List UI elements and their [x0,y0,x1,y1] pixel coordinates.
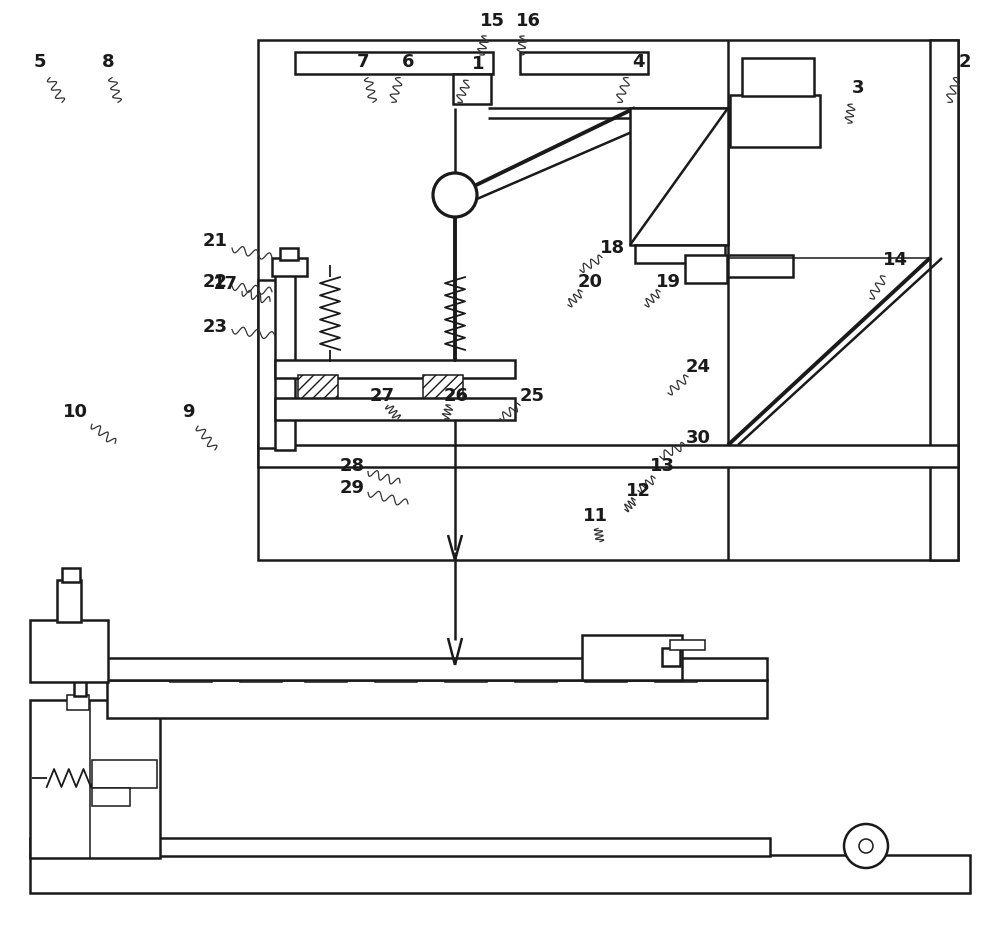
Bar [62,568,80,582]
Bar [453,74,491,104]
Bar [730,95,820,147]
Bar [275,398,515,420]
Bar [240,660,282,682]
Bar [258,280,280,448]
Text: 19: 19 [656,273,680,292]
Text: 30: 30 [686,428,710,447]
Bar [107,680,767,718]
Text: 23: 23 [202,317,228,336]
Text: 3: 3 [852,79,864,98]
Bar [520,52,648,74]
Bar [685,255,727,283]
Text: 24: 24 [686,358,710,377]
Bar [30,700,160,858]
Text: 7: 7 [357,52,369,71]
Text: 15: 15 [480,11,505,30]
Bar [67,695,89,710]
Bar [92,788,130,806]
Text: 25: 25 [520,386,544,405]
Bar [305,660,347,682]
Bar [662,648,680,666]
Bar [30,855,970,893]
Bar [272,258,307,276]
Text: 12: 12 [626,481,650,500]
Bar [295,52,493,74]
Text: 4: 4 [632,52,644,71]
Bar [57,580,81,622]
Circle shape [433,173,477,217]
Text: 5: 5 [34,52,46,71]
Text: 1: 1 [472,55,484,74]
Bar [742,58,814,96]
Bar [170,660,212,682]
Bar [258,40,958,560]
Text: 9: 9 [182,402,194,421]
Bar [635,245,725,263]
Text: 17: 17 [212,275,238,294]
Bar [515,660,557,682]
Bar [655,660,697,682]
Bar [275,265,295,450]
Text: 26: 26 [444,386,468,405]
Bar [258,445,958,467]
Text: 27: 27 [370,386,394,405]
Bar [582,635,682,680]
Bar [375,660,417,682]
Bar [423,375,463,400]
Text: 8: 8 [102,52,114,71]
Bar [30,838,770,856]
Text: 10: 10 [62,402,88,421]
Bar [30,620,108,682]
Bar [280,248,298,260]
Bar [298,375,338,400]
Polygon shape [630,108,728,245]
Text: 20: 20 [578,273,602,292]
Bar [728,255,793,277]
Text: 13: 13 [650,456,674,475]
Bar [92,760,157,788]
Circle shape [859,839,873,853]
Text: 14: 14 [883,251,908,270]
Bar [585,660,627,682]
Text: 2: 2 [959,52,971,71]
Circle shape [844,824,888,868]
Text: 18: 18 [599,239,625,258]
Bar [275,360,515,378]
Text: 6: 6 [402,52,414,71]
Text: 11: 11 [582,507,608,526]
Text: 21: 21 [202,232,228,251]
Text: 22: 22 [202,273,228,292]
Bar [445,660,487,682]
Text: 29: 29 [340,478,364,497]
Bar [930,40,958,560]
Bar [74,680,86,696]
Text: 16: 16 [516,11,540,30]
Text: 28: 28 [339,456,365,475]
Bar [107,658,767,680]
Bar [670,640,705,650]
